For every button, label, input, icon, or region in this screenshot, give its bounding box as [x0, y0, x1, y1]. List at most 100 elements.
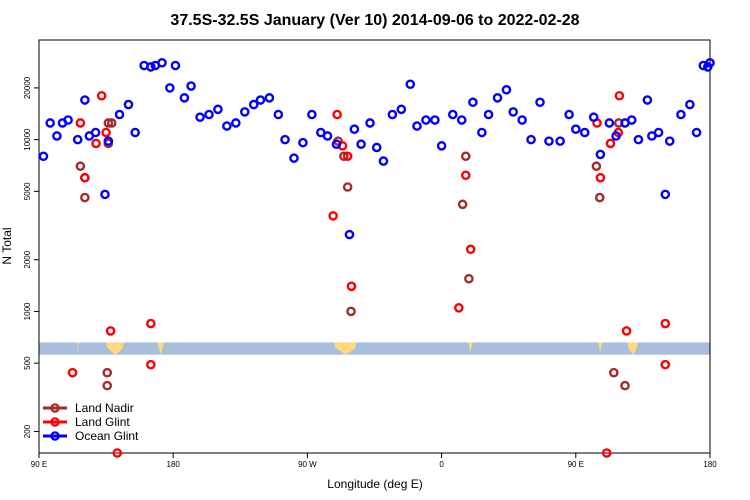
- land-nadir-point-9: [339, 151, 349, 162]
- land-patch-0: [77, 342, 80, 355]
- land-nadir-point-11: [346, 306, 356, 317]
- plot-frame: [38, 39, 711, 454]
- ocean-glint-point-41: [356, 139, 366, 150]
- land-nadir-point-5: [106, 118, 117, 128]
- ocean-glint-point-4: [63, 115, 73, 125]
- land-nadir-point-12: [457, 199, 468, 210]
- land-nadir-point-7: [102, 367, 113, 378]
- ocean-glint-point-13: [130, 127, 140, 138]
- ocean-glint-point-59: [508, 107, 518, 117]
- ocean-glint-point-21: [186, 81, 196, 91]
- ocean-glint-point-61: [526, 134, 536, 145]
- ocean-glint-point-45: [387, 109, 398, 120]
- ocean-glint-point-40: [349, 124, 360, 134]
- y-tick-label-2: 1000: [23, 302, 32, 320]
- land-nadir-point-6: [102, 380, 113, 391]
- land-nadir-point-13: [460, 151, 471, 162]
- ocean-glint-point-5: [72, 134, 83, 145]
- ocean-glint-point-37: [322, 131, 333, 141]
- land-glint-point-20: [605, 138, 616, 149]
- land-patch-1: [106, 342, 124, 355]
- ocean-glint-point-74: [633, 134, 644, 145]
- legend-label-land-nadir: Land Nadir: [75, 401, 134, 415]
- x-tick-label-5: 180: [703, 460, 717, 469]
- ocean-glint-point-80: [676, 109, 686, 120]
- y-tick-label-5: 10000: [23, 128, 32, 151]
- ocean-glint-point-1: [45, 118, 55, 128]
- land-glint-point-2: [91, 138, 101, 149]
- ocean-glint-point-27: [239, 107, 250, 117]
- y-tick-label-4: 5000: [23, 182, 32, 200]
- ocean-glint-point-29: [255, 95, 266, 105]
- ocean-glint-point-10: [103, 136, 114, 146]
- ocean-glint-point-50: [430, 115, 440, 125]
- land-glint-point-3: [96, 90, 107, 101]
- x-tick-label-0: 90 E: [31, 460, 47, 469]
- land-glint-point-0: [75, 118, 86, 128]
- land-nadir-point-0: [75, 161, 86, 172]
- land-nadir-point-10: [342, 182, 353, 192]
- land-glint-point-16: [460, 170, 471, 181]
- ocean-glint-point-43: [371, 142, 382, 153]
- ocean-glint-point-67: [579, 127, 590, 138]
- ocean-glint-point-79: [664, 136, 675, 146]
- land-glint-point-19: [595, 172, 606, 183]
- ocean-glint-point-77: [653, 127, 664, 138]
- x-tick-label-1: 180: [167, 460, 181, 469]
- ocean-glint-point-20: [179, 93, 190, 103]
- land-patch-5: [598, 342, 603, 355]
- legend-marker-land-glint: [50, 417, 60, 427]
- ocean-glint-point-56: [483, 109, 494, 120]
- land-patch-6: [627, 342, 639, 355]
- ocean-glint-point-78: [660, 189, 671, 200]
- y-axis: 200 500 1000 2000 5000 10000 20000: [23, 76, 39, 438]
- ocean-glint-point-62: [535, 97, 545, 108]
- ocean-glint-point-54: [468, 97, 478, 108]
- ocean-glint-point-49: [421, 115, 431, 125]
- land-glint-point-6: [112, 448, 123, 458]
- ocean-glint-point-33: [289, 153, 299, 163]
- x-axis-label: Longitude (deg E): [327, 477, 422, 491]
- ocean-glint-point-42: [365, 118, 375, 128]
- ocean-glint-point-52: [447, 109, 458, 120]
- ocean-glint-point-57: [492, 93, 503, 103]
- land-nadir-point-16: [594, 192, 605, 203]
- ocean-glint-point-23: [204, 109, 214, 120]
- land-glint-point-5: [105, 326, 116, 336]
- land-glint-point-1: [80, 172, 90, 183]
- series-land-glint: [67, 90, 671, 458]
- ocean-glint-point-65: [564, 109, 574, 120]
- ocean-glint-point-26: [231, 118, 241, 128]
- ocean-glint-point-9: [100, 189, 110, 200]
- land-glint-point-11: [332, 109, 342, 120]
- ocean-glint-point-47: [405, 79, 416, 90]
- land-glint-point-7: [146, 318, 156, 329]
- x-tick-label-2: 90 W: [298, 460, 317, 469]
- ocean-glint-point-71: [611, 131, 621, 141]
- land-glint-point-23: [621, 326, 632, 336]
- land-nadir-point-18: [620, 380, 630, 391]
- y-axis-label: N Total: [0, 227, 14, 264]
- ocean-glint-point-64: [555, 136, 565, 146]
- ocean-glint-point-46: [396, 104, 407, 115]
- land-glint-point-13: [342, 151, 353, 162]
- land-glint-point-14: [346, 281, 357, 292]
- land-glint-point-25: [660, 318, 671, 329]
- ocean-glint-point-68: [588, 112, 599, 123]
- land-glint-point-4: [101, 127, 111, 138]
- ocean-glint-point-82: [691, 127, 702, 138]
- ocean-glint-point-39: [344, 229, 355, 240]
- ocean-glint-point-81: [685, 99, 695, 110]
- y-tick-label-0: 200: [23, 424, 32, 438]
- y-tick-label-3: 2000: [23, 250, 32, 268]
- x-tick-label-3: 0: [439, 460, 444, 469]
- ocean-glint-point-24: [213, 104, 223, 115]
- y-tick-label-1: 500: [23, 356, 32, 370]
- ocean-glint-point-0: [38, 151, 49, 162]
- ocean-glint-point-44: [378, 156, 389, 166]
- ocean-glint-point-30: [264, 93, 275, 103]
- legend-marker-land-nadir: [50, 403, 60, 413]
- y-tick-label-6: 20000: [23, 76, 32, 99]
